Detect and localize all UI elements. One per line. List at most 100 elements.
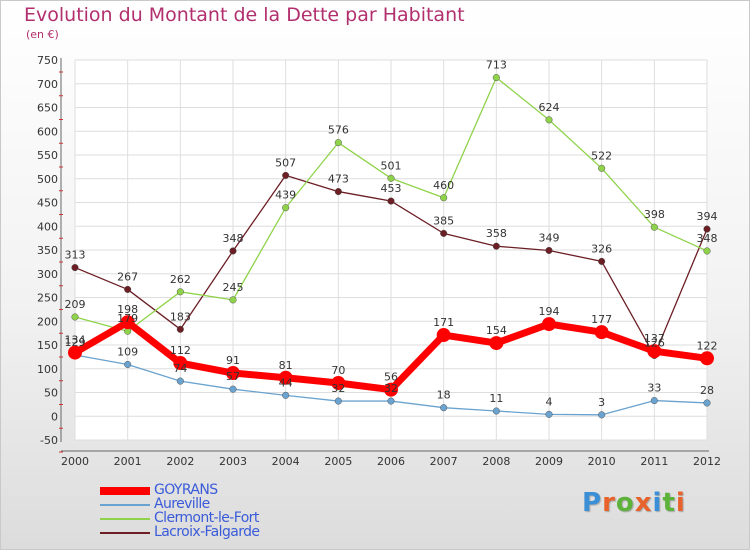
y-tick-label: -50 xyxy=(40,434,58,447)
logo-letter: r xyxy=(602,488,616,518)
point-clermont-le-fort xyxy=(176,288,184,296)
logo-letter: P xyxy=(582,488,603,518)
x-tick-label: 2005 xyxy=(324,455,352,468)
y-tick-label: 550 xyxy=(37,149,58,162)
logo-letter: t xyxy=(662,488,676,518)
data-label: 129 xyxy=(65,336,86,349)
data-label: 74 xyxy=(173,362,187,375)
data-label: 262 xyxy=(170,273,191,286)
data-label: 183 xyxy=(170,310,191,323)
x-tick-label: 2004 xyxy=(272,455,300,468)
legend: GOYRANS Aureville Clermont-le-Fort Lacro… xyxy=(100,482,360,540)
legend-item-aureville: Aureville xyxy=(100,496,360,512)
logo-letter: i xyxy=(652,488,663,518)
point-goyrans xyxy=(647,344,662,359)
x-tick-label: 2007 xyxy=(430,455,458,468)
data-label: 109 xyxy=(117,345,138,358)
y-tick-label: 150 xyxy=(37,339,58,352)
data-label: 501 xyxy=(381,159,402,172)
point-goyrans xyxy=(542,317,556,332)
y-tick-label: 600 xyxy=(37,125,58,138)
point-lacroix-falgarde xyxy=(124,285,132,293)
data-label: 28 xyxy=(700,384,714,397)
point-clermont-le-fort xyxy=(387,174,395,182)
data-label: 473 xyxy=(328,173,349,186)
legend-swatch-aureville xyxy=(100,504,150,506)
logo-letter: i xyxy=(675,488,686,518)
x-tick-label: 2003 xyxy=(219,455,247,468)
y-tick-label: 650 xyxy=(37,102,58,115)
legend-label-goyrans: GOYRANS xyxy=(154,482,218,498)
point-clermont-le-fort xyxy=(334,139,342,147)
point-aureville xyxy=(440,404,448,412)
data-label: 18 xyxy=(437,389,451,402)
data-label: 194 xyxy=(539,305,560,318)
point-lacroix-falgarde xyxy=(545,246,553,255)
point-lacroix-falgarde xyxy=(703,225,711,233)
point-clermont-le-fort xyxy=(650,223,658,231)
legend-label-lacroix-falgarde: Lacroix-Falgarde xyxy=(154,524,260,540)
data-label: 4 xyxy=(546,395,553,408)
data-label: 198 xyxy=(117,303,138,316)
data-label: 171 xyxy=(433,316,454,329)
data-label: 394 xyxy=(697,210,718,223)
data-label: 57 xyxy=(226,370,240,383)
data-label: 576 xyxy=(328,124,349,137)
point-goyrans xyxy=(173,356,188,371)
x-tick-label: 2009 xyxy=(535,455,563,468)
point-lacroix-falgarde xyxy=(71,264,79,272)
point-aureville xyxy=(703,399,711,407)
point-clermont-le-fort xyxy=(545,116,553,124)
data-label: 522 xyxy=(591,149,612,162)
point-aureville xyxy=(598,411,606,419)
data-label: 179 xyxy=(117,312,138,325)
data-label: 624 xyxy=(539,101,560,114)
point-aureville xyxy=(124,360,132,369)
point-lacroix-falgarde xyxy=(282,171,290,179)
y-tick-label: 100 xyxy=(37,363,58,376)
point-aureville xyxy=(282,391,290,399)
data-label: 267 xyxy=(117,270,138,283)
point-lacroix-falgarde xyxy=(598,257,606,265)
y-tick-label: 200 xyxy=(37,315,58,328)
legend-item-lacroix-falgarde: Lacroix-Falgarde xyxy=(100,524,360,540)
data-label: 209 xyxy=(65,298,86,311)
data-label: 11 xyxy=(489,392,503,405)
y-tick-label: 500 xyxy=(37,173,58,186)
y-tick-label: 50 xyxy=(44,387,58,400)
point-aureville xyxy=(387,397,395,405)
point-aureville xyxy=(229,385,237,393)
point-clermont-le-fort xyxy=(282,204,290,212)
data-label: 453 xyxy=(381,182,402,195)
data-label: 439 xyxy=(275,189,296,202)
legend-swatch-clermont-le-fort xyxy=(100,518,150,520)
data-label: 32 xyxy=(384,382,398,395)
point-goyrans xyxy=(594,325,609,340)
data-label: 326 xyxy=(591,242,612,255)
y-tick-label: 400 xyxy=(37,220,58,233)
x-tick-label: 2011 xyxy=(640,455,668,468)
data-label: 358 xyxy=(486,227,507,240)
legend-label-clermont-le-fort: Clermont-le-Fort xyxy=(154,510,259,526)
point-lacroix-falgarde xyxy=(334,188,342,196)
x-tick-label: 2001 xyxy=(114,455,142,468)
unit-label: (en €) xyxy=(26,28,59,41)
legend-swatch-goyrans xyxy=(100,487,150,495)
data-label: 81 xyxy=(279,359,293,372)
data-label: 134 xyxy=(65,334,86,347)
point-goyrans xyxy=(700,351,714,366)
y-tick-label: 300 xyxy=(37,268,58,281)
point-goyrans xyxy=(68,345,82,360)
data-label: 91 xyxy=(226,354,240,367)
point-goyrans xyxy=(436,328,451,343)
point-lacroix-falgarde xyxy=(229,247,237,255)
point-clermont-le-fort xyxy=(440,194,448,202)
data-label: 348 xyxy=(697,232,718,245)
point-aureville xyxy=(545,410,553,418)
y-tick-label: 250 xyxy=(37,292,58,305)
data-label: 398 xyxy=(644,208,665,221)
data-label: 70 xyxy=(331,364,345,377)
point-aureville xyxy=(334,397,342,405)
chart-title: Evolution du Montant de la Dette par Hab… xyxy=(24,4,465,26)
